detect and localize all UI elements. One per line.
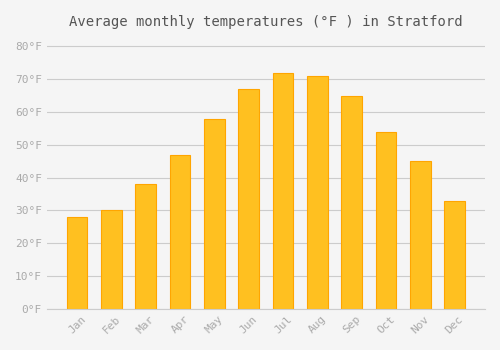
Bar bbox=[342, 96, 362, 309]
Bar bbox=[307, 76, 328, 309]
Bar bbox=[376, 132, 396, 309]
Bar bbox=[136, 184, 156, 309]
Bar bbox=[67, 217, 87, 309]
Bar bbox=[238, 89, 259, 309]
Bar bbox=[170, 155, 190, 309]
Bar bbox=[444, 201, 465, 309]
Bar bbox=[204, 119, 225, 309]
Bar bbox=[273, 73, 293, 309]
Bar bbox=[410, 161, 430, 309]
Title: Average monthly temperatures (°F ) in Stratford: Average monthly temperatures (°F ) in St… bbox=[69, 15, 462, 29]
Bar bbox=[101, 210, 121, 309]
